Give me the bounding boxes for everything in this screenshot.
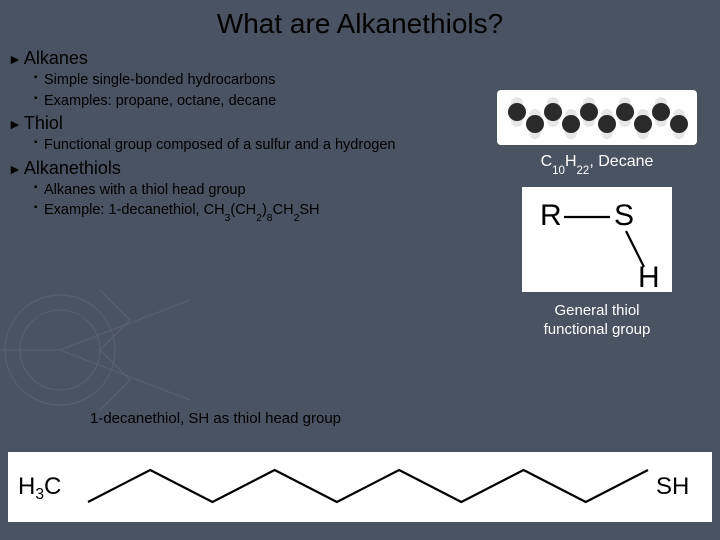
decane-model-image [497, 90, 697, 145]
header-label: Alkanes [24, 48, 88, 68]
arrow-icon: ► [8, 161, 22, 177]
page-title: What are Alkanethiols? [0, 0, 720, 46]
caption-line: General thiol [554, 302, 639, 319]
bullet-item: Functional group composed of a sulfur an… [34, 136, 460, 156]
decanethiol-caption: 1-decanethiol, SH as thiol head group [90, 410, 341, 427]
thiol-structure-image: R SH [522, 187, 672, 292]
arrow-icon: ► [8, 51, 22, 67]
svg-text:R: R [540, 199, 562, 232]
bullet-item: Example: 1-decanethiol, CH3(CH2)8CH2SH [34, 201, 460, 223]
decanethiol-structure-image: H3C SH [8, 452, 712, 522]
bullet-item: Examples: propane, octane, decane [34, 92, 460, 112]
section-header-alkanes: ►Alkanes [0, 48, 720, 69]
arrow-icon: ► [8, 116, 22, 132]
caption-line: functional group [544, 321, 651, 338]
bullet-item: Alkanes with a thiol head group [34, 181, 460, 201]
svg-text:S: S [614, 199, 634, 232]
decane-label: C10H22, Decane [492, 153, 702, 173]
svg-text:H: H [638, 261, 660, 292]
svg-text:SH: SH [656, 473, 689, 500]
bullet-item: Simple single-bonded hydrocarbons [34, 71, 460, 91]
right-column: C10H22, Decane R SH General thiol functio… [492, 90, 702, 340]
thiol-caption: General thiol functional group [492, 302, 702, 340]
svg-text:H3C: H3C [18, 473, 61, 503]
header-label: Thiol [24, 113, 63, 133]
header-label: Alkanethiols [24, 158, 121, 178]
